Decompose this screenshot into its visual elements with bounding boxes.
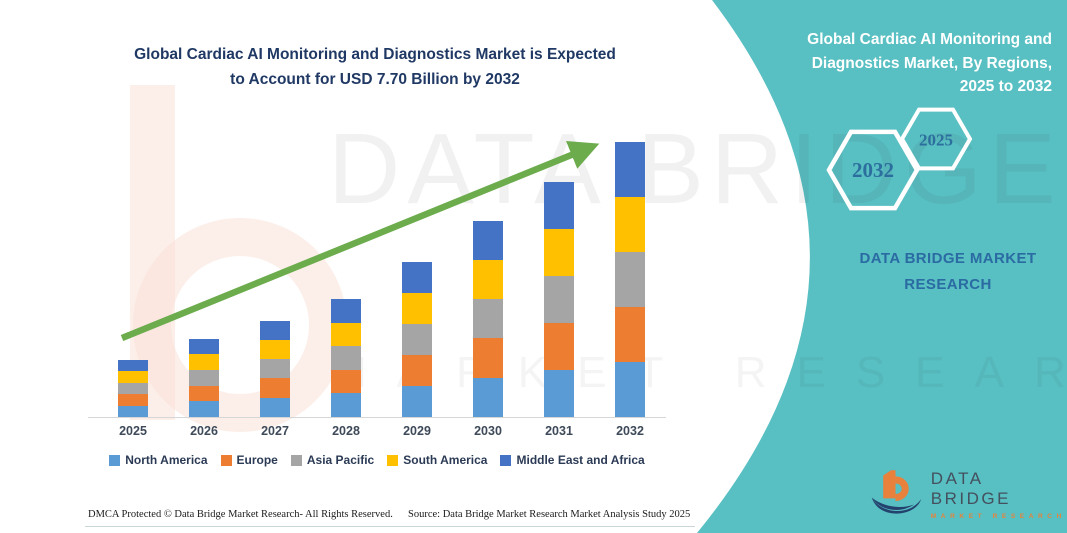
bar-segment-south-america (473, 259, 503, 300)
footer-dmca-text: DMCA Protected © Data Bridge Market Rese… (88, 509, 393, 520)
bar-segment-north-america (118, 405, 148, 417)
bar-segment-north-america (473, 377, 503, 417)
x-axis-line (88, 417, 666, 418)
stacked-bar-2026 (189, 338, 219, 417)
stacked-bar-2028 (331, 299, 361, 417)
x-axis-label-2030: 2030 (474, 424, 502, 438)
legend-label: South America (403, 453, 488, 467)
x-axis-label-2029: 2029 (403, 424, 431, 438)
chart-title-line-1: Global Cardiac AI Monitoring and Diagnos… (134, 46, 616, 63)
data-bridge-logo: DATA BRIDGE MARKET RESEARCH (870, 466, 1067, 522)
bar-segment-north-america (260, 397, 290, 417)
legend-swatch-icon (220, 454, 232, 466)
legend-swatch-icon (290, 454, 302, 466)
bar-segment-asia-pacific (615, 252, 645, 307)
bar-segment-middle-east-and-africa (473, 220, 503, 260)
legend-item-south-america: South America (387, 453, 487, 467)
footer-divider-line (85, 526, 695, 527)
bar-segment-asia-pacific (473, 299, 503, 339)
bar-segment-middle-east-and-africa (402, 261, 432, 293)
chart-title-line-2: to Account for USD 7.70 Billion by 2032 (230, 71, 520, 88)
stacked-bar-2031 (544, 181, 574, 417)
bar-segment-europe (260, 378, 290, 398)
bar-segment-middle-east-and-africa (615, 142, 645, 197)
stacked-bar-2029 (402, 261, 432, 417)
bar-segment-europe (615, 307, 645, 362)
bar-chart-plot-area (88, 130, 666, 417)
panel-title-line-1: Global Cardiac AI Monitoring and (807, 31, 1052, 48)
x-axis-label-2032: 2032 (616, 424, 644, 438)
chart-title: Global Cardiac AI Monitoring and Diagnos… (85, 42, 665, 92)
bar-segment-north-america (189, 401, 219, 417)
bar-segment-middle-east-and-africa (331, 299, 361, 323)
stacked-bar-2025 (118, 360, 148, 417)
x-axis-label-2025: 2025 (119, 424, 147, 438)
data-bridge-logo-icon (871, 470, 922, 514)
legend-label: Asia Pacific (306, 453, 375, 467)
bar-segment-middle-east-and-africa (544, 181, 574, 229)
bar-segment-asia-pacific (331, 346, 361, 370)
bar-segment-south-america (189, 354, 219, 370)
legend-label: Europe (236, 453, 278, 467)
hexagon-2025 (899, 107, 973, 171)
bar-segment-north-america (402, 385, 432, 417)
x-axis-label-2026: 2026 (190, 424, 218, 438)
legend-item-europe: Europe (220, 453, 278, 467)
legend-item-asia-pacific: Asia Pacific (290, 453, 375, 467)
x-axis-label-2031: 2031 (545, 424, 573, 438)
brand-line-2: RESEARCH (904, 276, 992, 293)
bar-segment-asia-pacific (118, 382, 148, 395)
bar-segment-europe (402, 354, 432, 386)
bar-segment-europe (544, 322, 574, 370)
hexagon-large-year: 2032 (852, 158, 894, 182)
legend-label: Middle East and Africa (516, 453, 645, 467)
hexagon-2032 (826, 129, 920, 211)
hexagon-small-year: 2025 (919, 131, 953, 150)
stacked-bar-2032 (615, 142, 645, 417)
bar-segment-asia-pacific (544, 275, 574, 323)
year-hexagons: 2032 2025 (826, 107, 973, 211)
logo-title: DATA BRIDGE (930, 468, 1011, 508)
bar-segment-europe (118, 394, 148, 406)
bar-segment-north-america (544, 369, 574, 417)
logo-subtitle: MARKET RESEARCH (930, 512, 1066, 520)
bar-segment-middle-east-and-africa (189, 338, 219, 355)
bar-segment-south-america (544, 228, 574, 276)
bar-segment-south-america (331, 322, 361, 347)
legend-label: North America (125, 453, 208, 467)
footer-source-text: Source: Data Bridge Market Research Mark… (408, 509, 691, 520)
bar-segment-north-america (331, 393, 361, 417)
legend-swatch-icon (387, 454, 399, 466)
x-axis-label-2028: 2028 (332, 424, 360, 438)
bar-segment-south-america (118, 371, 148, 383)
bar-segment-asia-pacific (189, 369, 219, 386)
legend-swatch-icon (500, 454, 512, 466)
bar-segment-south-america (402, 292, 432, 324)
stacked-bar-2030 (473, 220, 503, 417)
legend-item-north-america: North America (109, 453, 208, 467)
bar-segment-middle-east-and-africa (260, 320, 290, 340)
bar-segment-south-america (615, 197, 645, 252)
brand-name-text: DATA BRIDGE MARKET RESEARCH (843, 246, 1053, 298)
bar-segment-south-america (260, 339, 290, 360)
bar-segment-asia-pacific (260, 359, 290, 379)
panel-title-line-3: 2025 to 2032 (959, 78, 1052, 95)
bar-segment-europe (189, 385, 219, 402)
bar-segment-europe (473, 338, 503, 378)
brand-line-1: DATA BRIDGE MARKET (859, 250, 1037, 267)
bar-segment-middle-east-and-africa (118, 360, 148, 372)
bar-segment-north-america (615, 362, 645, 417)
bar-segment-europe (331, 369, 361, 394)
bar-segment-asia-pacific (402, 323, 432, 355)
chart-legend: North America Europe Asia Pacific South Ame… (88, 453, 666, 467)
panel-title-line-2: Diagnostics Market, By Regions, (811, 54, 1052, 72)
x-axis-label-2027: 2027 (261, 424, 289, 438)
legend-swatch-icon (109, 454, 121, 466)
x-axis-labels: 2025 2026 2027 2028 2029 2030 2031 2032 (88, 424, 666, 442)
legend-item-middle-east-and-africa: Middle East and Africa (500, 453, 645, 467)
panel-title: Global Cardiac AI Monitoring and Diagnos… (738, 28, 1052, 99)
stacked-bar-2027 (260, 320, 290, 417)
